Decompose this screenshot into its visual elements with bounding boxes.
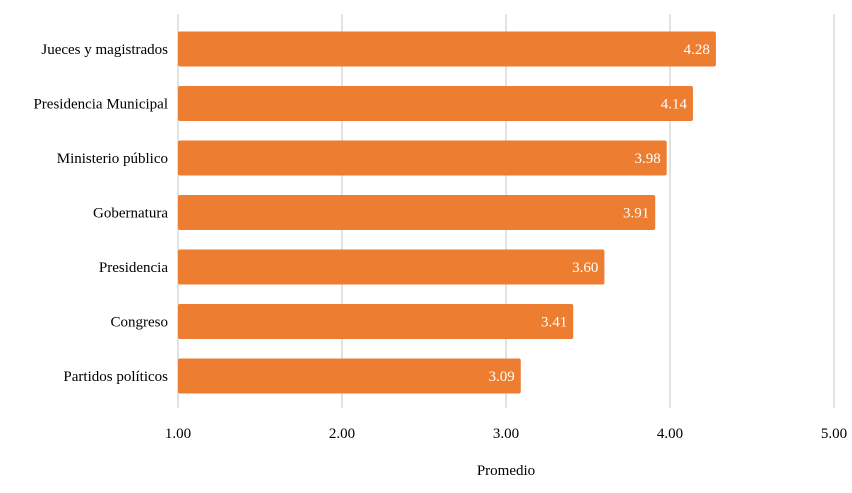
category-label: Congreso: [111, 315, 169, 331]
data-label: 3.91: [623, 206, 649, 222]
data-label: 3.98: [634, 151, 660, 167]
bar: [178, 140, 667, 176]
x-tick-label: 2.00: [329, 426, 355, 442]
data-label: 3.60: [572, 260, 598, 276]
bar: [178, 249, 605, 285]
x-tick-label: 1.00: [165, 426, 191, 442]
bar: [178, 195, 656, 230]
bar: [178, 86, 693, 121]
category-label: Gobernatura: [93, 206, 168, 222]
data-label: 4.14: [661, 97, 688, 113]
bar: [178, 31, 716, 67]
category-label: Partidos políticos: [63, 369, 168, 385]
bar: [178, 358, 521, 394]
category-label: Jueces y magistrados: [41, 42, 168, 58]
data-label: 3.41: [541, 315, 567, 331]
x-axis-label: Promedio: [477, 463, 535, 479]
x-tick-label: 3.00: [493, 426, 519, 442]
data-label: 3.09: [489, 369, 515, 385]
x-tick-label: 5.00: [821, 426, 847, 442]
x-tick-label: 4.00: [657, 426, 683, 442]
category-label: Presidencia: [99, 260, 168, 276]
bar: [178, 304, 574, 339]
category-label: Presidencia Municipal: [33, 97, 168, 113]
category-label: Ministerio público: [57, 151, 168, 167]
data-label: 4.28: [684, 42, 710, 58]
